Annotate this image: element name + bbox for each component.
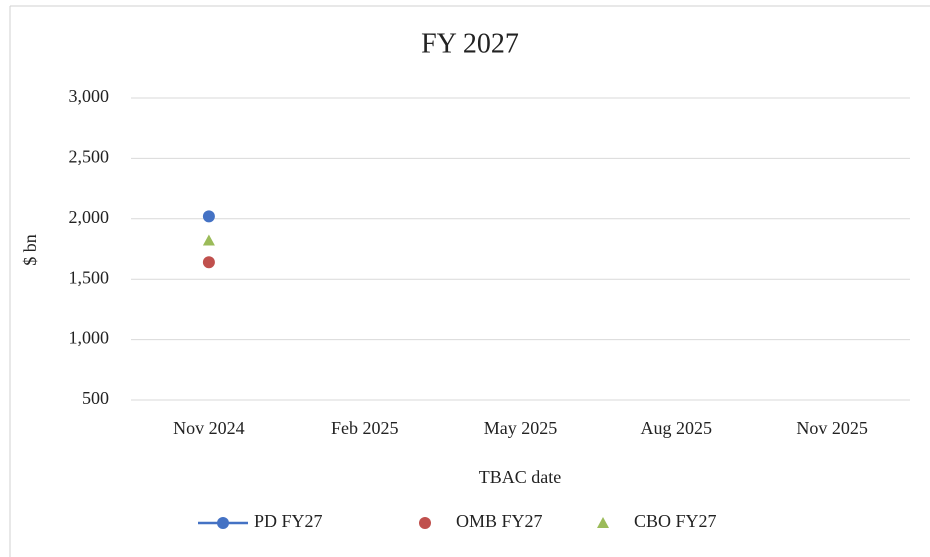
y-tick-label: 2,000 (69, 207, 110, 227)
legend-marker (597, 517, 609, 528)
y-tick-label: 2,500 (69, 147, 110, 167)
y-tick-label: 1,500 (69, 267, 110, 287)
data-point (202, 256, 215, 269)
x-tick-label: May 2025 (484, 418, 558, 438)
chart-title: FY 2027 (421, 28, 519, 59)
legend-marker (419, 517, 431, 529)
x-axis-label: TBAC date (479, 467, 562, 487)
legend-label: PD FY27 (254, 511, 323, 531)
data-point (202, 210, 215, 223)
y-tick-label: 3,000 (69, 86, 110, 106)
x-tick-label: Aug 2025 (641, 418, 713, 438)
legend-label: OMB FY27 (456, 511, 543, 531)
x-tick-label: Feb 2025 (331, 418, 399, 438)
legend-marker (217, 517, 229, 529)
y-tick-label: 500 (82, 388, 109, 408)
x-tick-label: Nov 2024 (173, 418, 245, 438)
data-point (202, 234, 215, 246)
x-tick-label: Nov 2025 (796, 418, 868, 438)
y-axis-label: $ bn (20, 234, 40, 266)
legend-label: CBO FY27 (634, 511, 717, 531)
y-tick-label: 1,000 (69, 328, 110, 348)
